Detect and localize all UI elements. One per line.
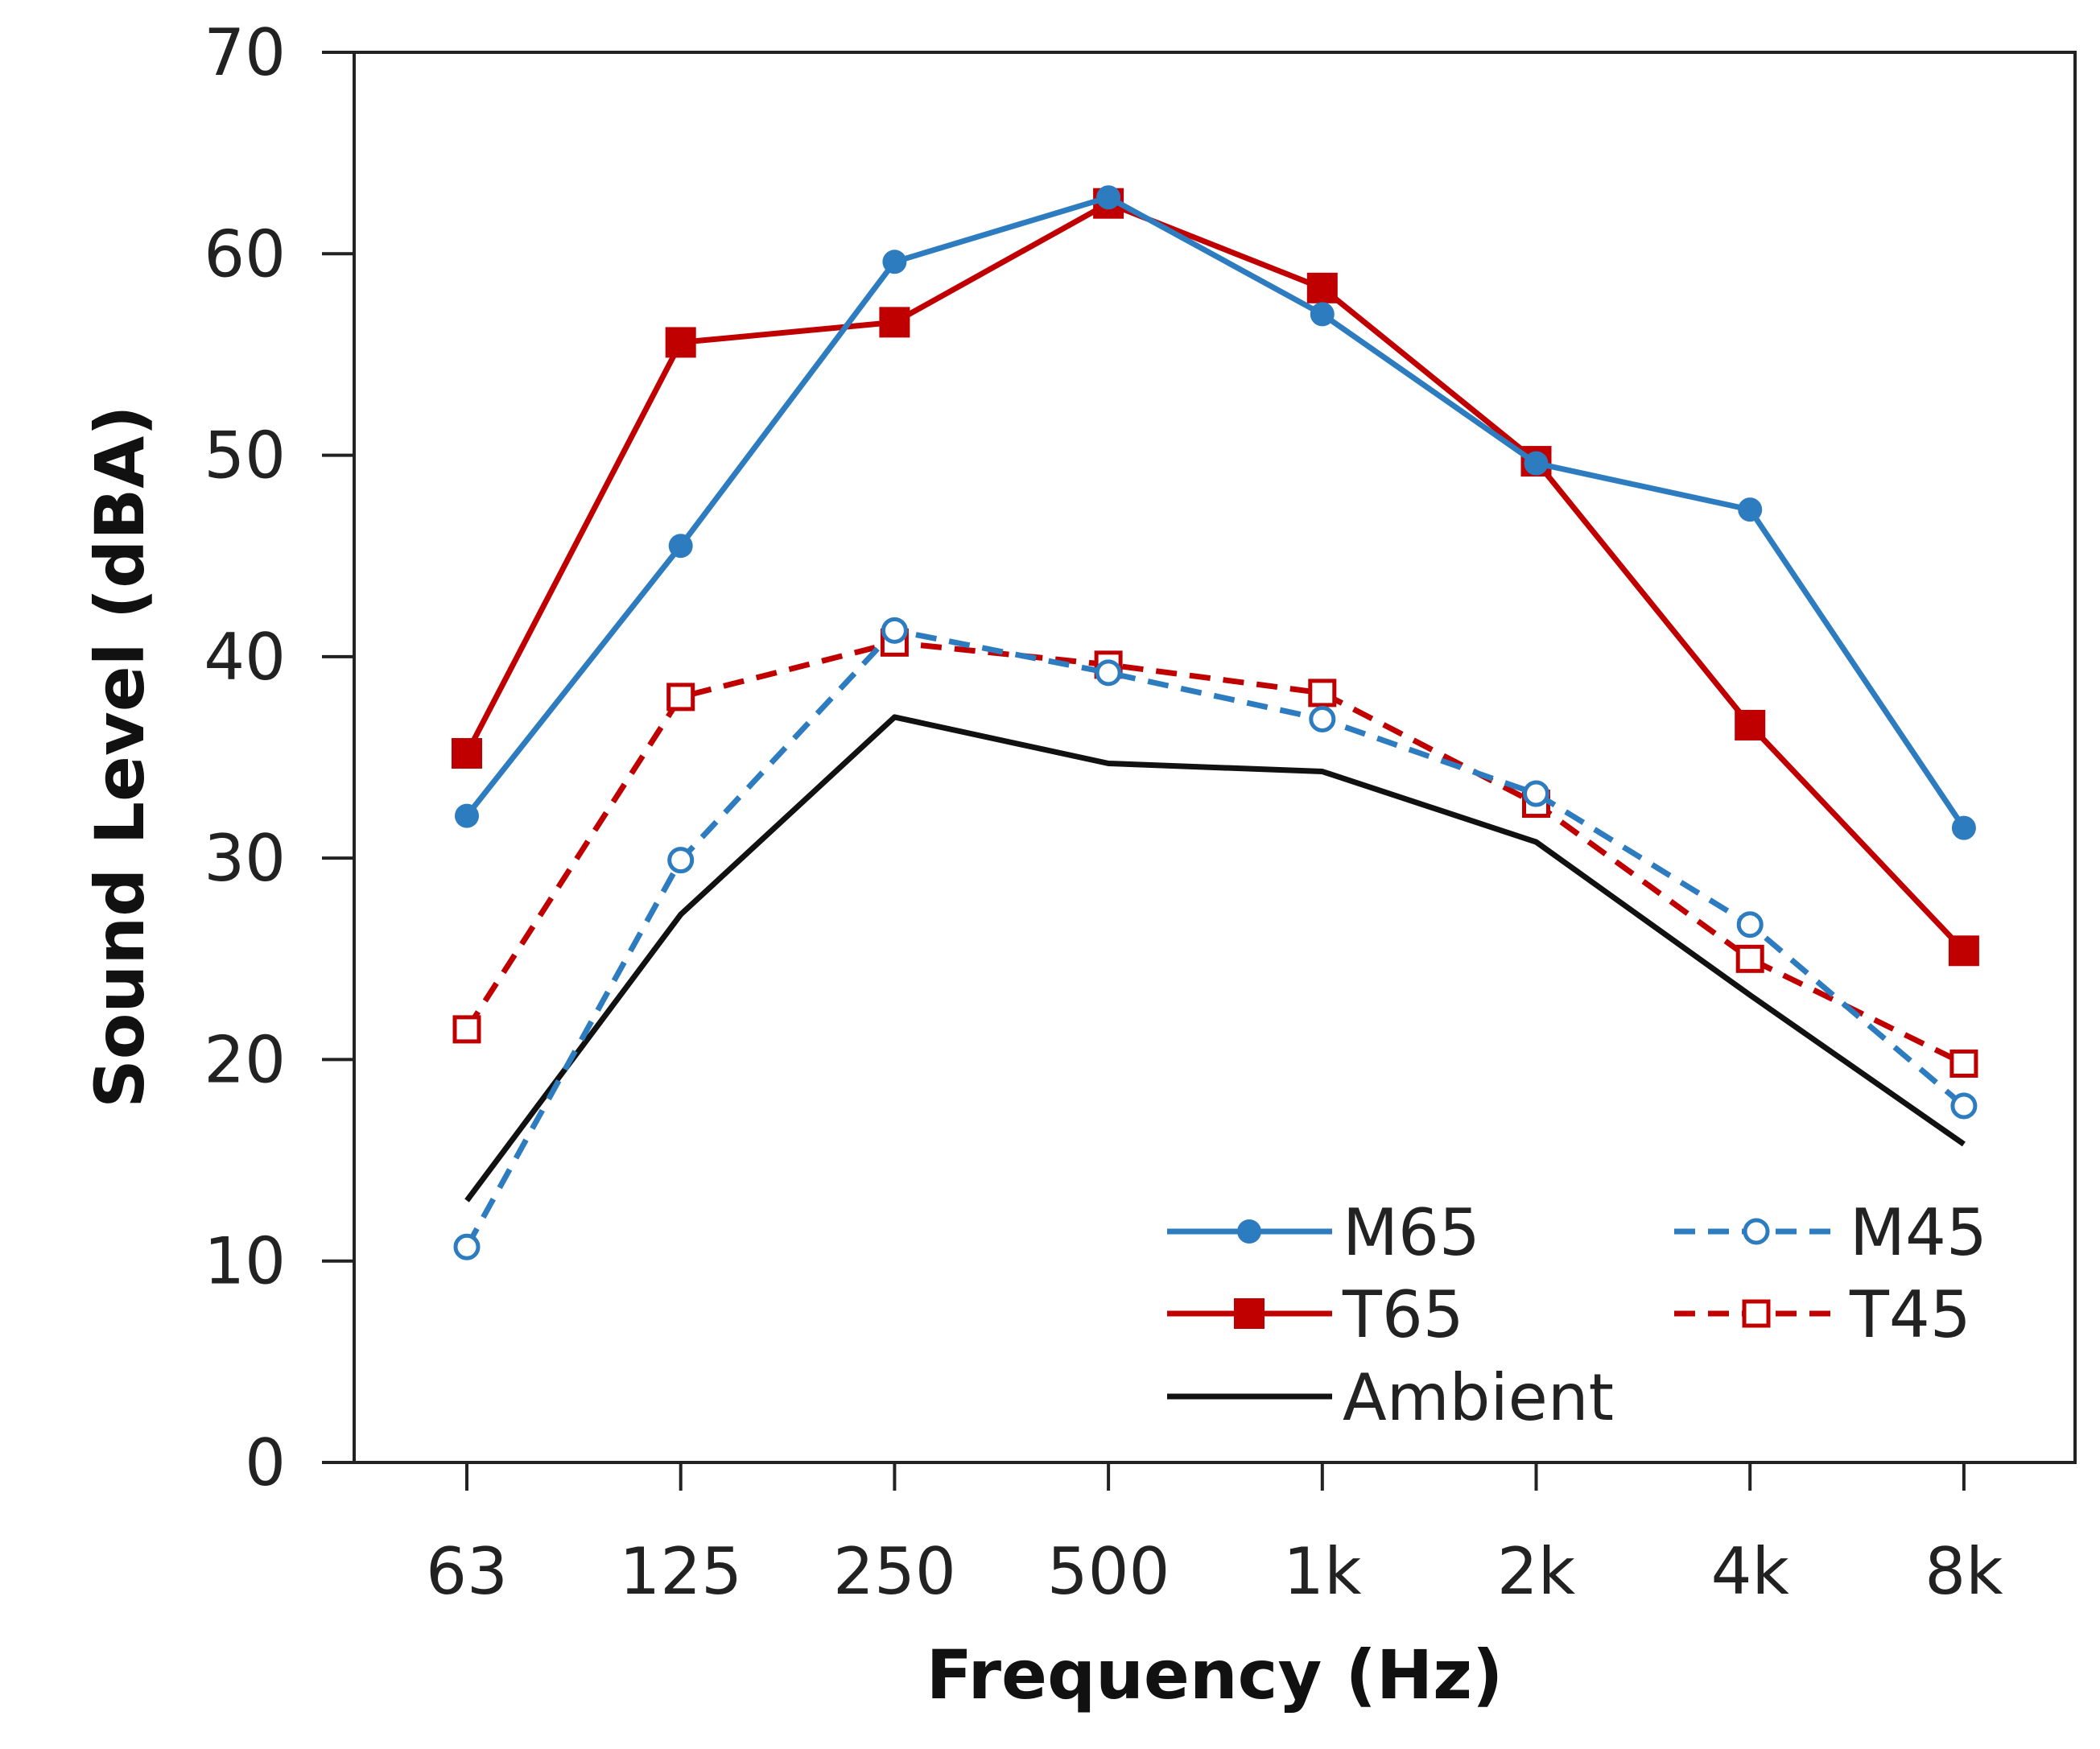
y-tick-label: 30 — [204, 821, 286, 896]
data-point-m45 — [1736, 911, 1764, 938]
legend-item-ambient: Ambient — [1167, 1360, 1614, 1435]
data-point-t65 — [1735, 709, 1766, 740]
legend-marker-t65 — [1234, 1298, 1265, 1329]
legend-marker-m45 — [1743, 1218, 1770, 1245]
data-point-m65 — [882, 250, 907, 274]
series-t65 — [452, 188, 1979, 967]
data-point-t65 — [879, 307, 910, 338]
legend-marker-t45 — [1742, 1299, 1771, 1328]
data-point-m45 — [1095, 659, 1122, 687]
series-line-ambient — [464, 714, 1966, 1202]
y-axis: 0 10 20 30 40 50 60 70 — [204, 15, 354, 1500]
plot-frame — [353, 51, 2077, 1464]
data-point-m45 — [453, 1233, 481, 1260]
x-tick-label: 250 — [833, 1534, 956, 1609]
legend-label-t45: T45 — [1849, 1277, 1971, 1352]
data-point-m65 — [1951, 815, 1976, 840]
y-tick-label: 20 — [204, 1022, 286, 1097]
data-point-m65 — [1096, 185, 1121, 210]
legend-label-m45: M45 — [1850, 1195, 1987, 1270]
data-point-t45 — [1735, 944, 1764, 973]
x-tick-label: 4k — [1711, 1534, 1790, 1609]
data-point-m65 — [455, 803, 479, 828]
y-tick-label: 70 — [204, 15, 286, 90]
series-m45 — [453, 617, 1978, 1260]
series-line-t45 — [464, 639, 1966, 1066]
data-point-m65 — [1738, 497, 1763, 522]
data-point-t65 — [1948, 935, 1979, 967]
data-point-t45 — [1308, 679, 1337, 707]
x-tick-label: 2k — [1497, 1534, 1576, 1609]
legend-label-t65: T65 — [1342, 1277, 1464, 1352]
series-line-m65 — [464, 194, 1966, 830]
series-ambient — [464, 714, 1966, 1202]
data-point-m45 — [1950, 1092, 1978, 1120]
legend-marker-m65 — [1237, 1219, 1261, 1244]
series-layer — [452, 185, 1979, 1260]
series-line-t65 — [464, 200, 1966, 953]
data-point-m65 — [1310, 302, 1335, 327]
legend-item-t45: T45 — [1674, 1277, 1971, 1352]
legend: M65 M45 T65 T45 Ambient — [1167, 1195, 1987, 1435]
series-line-m45 — [464, 627, 1966, 1248]
data-point-t65 — [452, 737, 482, 769]
x-tick-label: 8k — [1925, 1534, 2003, 1609]
y-tick-label: 40 — [204, 620, 286, 695]
legend-label-m65: M65 — [1343, 1195, 1480, 1270]
y-axis-title: Sound Level (dBA) — [80, 405, 159, 1108]
legend-item-m65: M65 — [1167, 1195, 1480, 1270]
data-point-t45 — [452, 1015, 481, 1044]
x-tick-label: 125 — [619, 1534, 742, 1609]
legend-item-m45: M45 — [1674, 1195, 1987, 1270]
data-point-m45 — [667, 847, 695, 874]
y-tick-label: 10 — [204, 1224, 286, 1299]
x-tick-label: 1k — [1283, 1534, 1362, 1609]
data-point-t45 — [666, 683, 695, 712]
y-tick-label: 60 — [204, 217, 286, 291]
x-tick-label: 63 — [426, 1534, 508, 1609]
x-axis: 63 125 250 500 1k 2k 4k 8k — [426, 1462, 2003, 1609]
series-t45 — [452, 628, 1978, 1078]
data-point-m45 — [1523, 780, 1549, 807]
data-point-t65 — [1306, 272, 1338, 303]
x-tick-label: 500 — [1047, 1534, 1170, 1609]
data-point-m65 — [668, 534, 693, 559]
y-tick-label: 50 — [204, 419, 286, 493]
y-tick-label: 0 — [245, 1425, 286, 1500]
series-m65 — [455, 185, 1976, 840]
x-axis-title: Frequency (Hz) — [926, 1636, 1504, 1714]
legend-item-t65: T65 — [1167, 1277, 1464, 1352]
data-point-m45 — [881, 617, 908, 644]
data-point-t45 — [1949, 1049, 1978, 1078]
data-point-t65 — [665, 327, 696, 358]
data-point-m65 — [1524, 451, 1549, 476]
legend-label-ambient: Ambient — [1343, 1360, 1614, 1435]
data-point-m45 — [1309, 705, 1336, 732]
